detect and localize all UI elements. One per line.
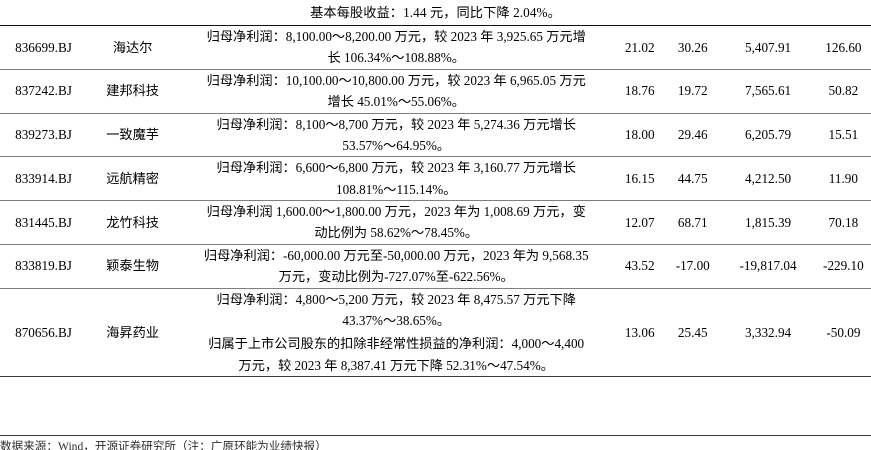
continuation-note: 基本每股收益：1.44 元，同比下降 2.04%。 xyxy=(310,4,561,20)
cell-forecast-description: 归母净利润 1,600.00～1,800.00 万元，2023 年为 1,008… xyxy=(178,200,615,245)
forecast-paragraph: 归母净利润：4,800～5,200 万元，较 2023 年 8,475.57 万… xyxy=(178,289,614,332)
cell-forecast-description: 归母净利润：8,100～8,700 万元，较 2023 年 5,274.36 万… xyxy=(178,112,615,158)
cell-forecast-description: 归母净利润：4,800～5,200 万元，较 2023 年 8,475.57 万… xyxy=(178,287,615,377)
cell-security-code: 837242.BJ xyxy=(0,68,87,114)
cell-security-name: 海昇药业 xyxy=(86,287,179,377)
cell-security-code: 870656.BJ xyxy=(0,287,87,377)
cell-metric-1: 18.00 xyxy=(614,112,666,158)
forecast-line: 归母净利润：6,600～6,800 万元，较 2023 年 3,160.77 万… xyxy=(216,160,576,176)
forecast-paragraph: 归母净利润：10,100.00～10,800.00 万元，较 2023 年 6,… xyxy=(178,70,614,113)
cell-metric-3: 1,815.39 xyxy=(720,200,816,245)
forecast-line: 万元，变动比例为-727.07%至-622.56%。 xyxy=(278,269,514,285)
forecast-paragraph: 归母净利润：6,600～6,800 万元，较 2023 年 3,160.77 万… xyxy=(178,157,614,200)
cell-metric-3: 4,212.50 xyxy=(720,156,816,201)
cell-metric-4: 50.82 xyxy=(815,68,871,114)
cell-security-name: 海达尔 xyxy=(86,26,179,70)
cell-metric-4: -229.10 xyxy=(815,243,871,289)
table-row: 833914.BJ 远航精密 归母净利润：6,600～6,800 万元，较 2023… xyxy=(0,156,871,201)
earnings-forecast-table: 836699.BJ 海达尔 归母净利润：8,100.00～8,200.00 万元，较… xyxy=(0,26,871,377)
cell-metric-4: 126.60 xyxy=(815,26,871,70)
forecast-line: 归母净利润：8,100～8,700 万元，较 2023 年 5,274.36 万… xyxy=(216,116,576,132)
forecast-line: 归母净利润：4,800～5,200 万元，较 2023 年 8,475.57 万… xyxy=(216,291,576,307)
cell-forecast-description: 归母净利润：-60,000.00 万元至-50,000.00 万元，2023 年… xyxy=(178,243,615,289)
cell-metric-2: 30.26 xyxy=(665,26,721,70)
table-bottom-rule xyxy=(0,435,871,436)
cell-metric-4: -50.09 xyxy=(815,287,871,377)
cell-metric-2: 44.75 xyxy=(665,156,721,201)
cell-security-name: 颖泰生物 xyxy=(86,243,179,289)
cell-security-name: 建邦科技 xyxy=(86,68,179,114)
cell-metric-1: 13.06 xyxy=(614,287,666,377)
cell-security-name: 一致魔芋 xyxy=(86,112,179,158)
cell-security-name: 远航精密 xyxy=(86,156,179,201)
cell-security-code: 831445.BJ xyxy=(0,200,87,245)
cell-security-code: 833819.BJ xyxy=(0,243,87,289)
cell-metric-4: 11.90 xyxy=(815,156,871,201)
cell-forecast-description: 归母净利润：10,100.00～10,800.00 万元，较 2023 年 6,… xyxy=(178,68,615,114)
forecast-line: 动比例为 58.62%～78.45%。 xyxy=(314,225,479,241)
table-top-rule xyxy=(0,25,871,26)
source-note: 数据来源：Wind，开源证券研究所（注：广原环能为业绩快报） xyxy=(0,440,327,450)
cell-metric-4: 15.51 xyxy=(815,112,871,158)
forecast-paragraph: 归母净利润：-60,000.00 万元至-50,000.00 万元，2023 年… xyxy=(178,245,614,288)
cell-metric-3: 6,205.79 xyxy=(720,112,816,158)
cell-metric-3: 5,407.91 xyxy=(720,26,816,70)
cell-metric-1: 16.15 xyxy=(614,156,666,201)
table-row: 831445.BJ 龙竹科技 归母净利润 1,600.00～1,800.00 万元，… xyxy=(0,200,871,245)
forecast-line: 43.37%～38.65%。 xyxy=(342,312,451,328)
table-row: 870656.BJ 海昇药业 归母净利润：4,800～5,200 万元，较 2023… xyxy=(0,287,871,377)
cell-metric-2: 68.71 xyxy=(665,200,721,245)
cell-security-code: 833914.BJ xyxy=(0,156,87,201)
cell-metric-3: 3,332.94 xyxy=(720,287,816,377)
cell-metric-3: -19,817.04 xyxy=(720,243,816,289)
forecast-line: 万元，较 2023 年 8,387.41 万元下降 52.31%～47.54%。 xyxy=(238,357,554,373)
cell-forecast-description: 归母净利润：6,600～6,800 万元，较 2023 年 3,160.77 万… xyxy=(178,156,615,201)
cell-metric-2: 29.46 xyxy=(665,112,721,158)
forecast-line: 归母净利润 1,600.00～1,800.00 万元，2023 年为 1,008… xyxy=(206,204,586,219)
forecast-line: 53.57%～64.95%。 xyxy=(342,137,451,153)
cell-metric-2: 19.72 xyxy=(665,68,721,114)
cell-metric-1: 12.07 xyxy=(614,200,666,245)
cell-metric-2: 25.45 xyxy=(665,287,721,377)
forecast-line: 归母净利润：8,100.00～8,200.00 万元，较 2023 年 3,92… xyxy=(206,29,586,44)
table-row: 837242.BJ 建邦科技 归母净利润：10,100.00～10,800.00 万… xyxy=(0,68,871,114)
cell-security-name: 龙竹科技 xyxy=(86,200,179,245)
table-row: 833819.BJ 颖泰生物 归母净利润：-60,000.00 万元至-50,000… xyxy=(0,243,871,289)
forecast-line: 归属于上市公司股东的扣除非经常性损益的净利润：4,000～4,400 xyxy=(208,336,585,352)
cell-metric-3: 7,565.61 xyxy=(720,68,816,114)
forecast-paragraph: 归属于上市公司股东的扣除非经常性损益的净利润：4,000～4,400 万元，较 2… xyxy=(178,333,614,376)
forecast-line: 归母净利润：-60,000.00 万元至-50,000.00 万元，2023 年… xyxy=(203,247,589,263)
cell-forecast-description: 归母净利润：8,100.00～8,200.00 万元，较 2023 年 3,92… xyxy=(178,26,615,70)
forecast-paragraph: 归母净利润 1,600.00～1,800.00 万元，2023 年为 1,008… xyxy=(178,201,614,244)
cell-metric-1: 43.52 xyxy=(614,243,666,289)
cell-metric-1: 18.76 xyxy=(614,68,666,114)
table-row: 839273.BJ 一致魔芋 归母净利润：8,100～8,700 万元，较 2023… xyxy=(0,112,871,158)
cell-security-code: 839273.BJ xyxy=(0,112,87,158)
forecast-line: 增长 45.01%～55.06%。 xyxy=(327,94,465,110)
cell-metric-4: 70.18 xyxy=(815,200,871,245)
cell-metric-1: 21.02 xyxy=(614,26,666,70)
table-row: 836699.BJ 海达尔 归母净利润：8,100.00～8,200.00 万元，较… xyxy=(0,26,871,70)
forecast-line: 归母净利润：10,100.00～10,800.00 万元，较 2023 年 6,… xyxy=(206,72,586,88)
cell-security-code: 836699.BJ xyxy=(0,26,87,70)
forecast-paragraph: 归母净利润：8,100.00～8,200.00 万元，较 2023 年 3,92… xyxy=(178,26,614,69)
forecast-paragraph: 归母净利润：8,100～8,700 万元，较 2023 年 5,274.36 万… xyxy=(178,114,614,157)
forecast-line: 108.81%～115.14%。 xyxy=(336,181,457,197)
cell-metric-2: -17.00 xyxy=(665,243,721,289)
forecast-line: 长 106.34%～108.88%。 xyxy=(327,50,465,66)
